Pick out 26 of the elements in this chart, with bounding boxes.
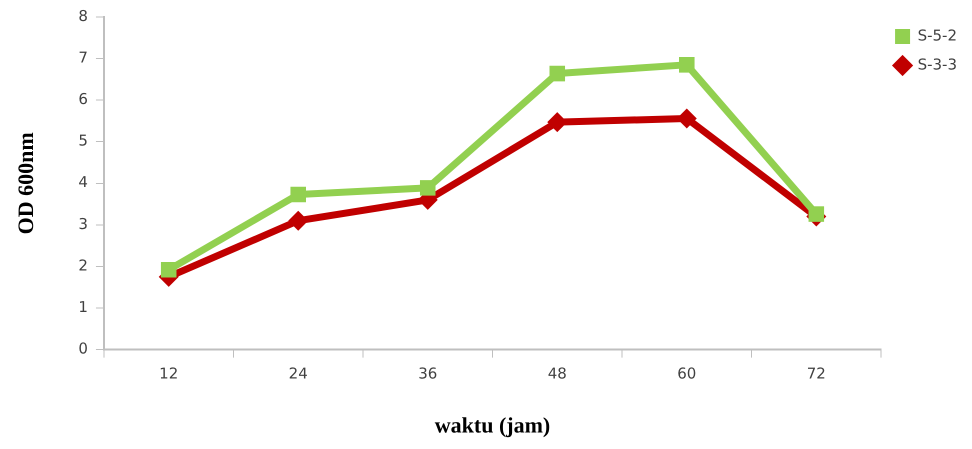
y-tick-label: 4 [78,173,88,192]
y-tick-label: 6 [78,90,88,108]
legend-label: S-3-3 [918,55,958,74]
y-tick-label: 2 [78,256,88,274]
y-tick-label: 8 [78,6,88,25]
legend-label: S-5-2 [918,26,958,44]
y-tick-label: 3 [78,214,88,233]
x-tick-label: 48 [548,364,567,382]
point [160,262,176,278]
point [420,180,436,196]
point [808,206,824,222]
x-tick-label: 24 [288,364,308,382]
point [679,57,695,73]
y-tick-label: 0 [78,339,88,358]
x-axis-title: waktu (jam) [434,412,550,438]
x-tick-label: 12 [159,364,178,382]
x-tick-label: 36 [418,364,438,382]
point [290,186,306,202]
x-tick-label: 72 [806,364,826,382]
y-tick-label: 1 [78,298,88,316]
y-tick-label: 7 [78,48,88,66]
x-tick-label: 60 [677,364,696,382]
y-tick-label: 5 [78,132,88,150]
point [288,210,308,231]
y-axis-title: OD 600nm [12,132,38,234]
point [549,66,566,82]
